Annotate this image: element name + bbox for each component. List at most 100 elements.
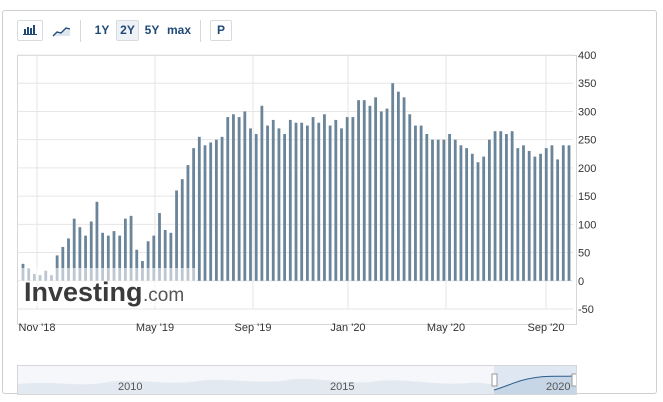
- y-tick-label: -50: [578, 304, 594, 316]
- bar: [448, 134, 451, 281]
- bar: [351, 117, 355, 281]
- y-tick-label: 350: [578, 78, 596, 90]
- x-tick-label: May '20: [427, 322, 465, 334]
- bar: [283, 134, 287, 281]
- y-tick-label: 400: [578, 50, 596, 62]
- area-chart-icon: [52, 27, 71, 37]
- range-5y-button[interactable]: 5Y: [144, 23, 160, 37]
- bar: [550, 145, 554, 281]
- range-max-button[interactable]: max: [166, 23, 192, 37]
- bar: [368, 105, 372, 281]
- bar: [334, 119, 338, 281]
- bar: [465, 148, 469, 281]
- bar: [396, 91, 400, 281]
- bar: [61, 246, 65, 281]
- bar-chart-button[interactable]: [17, 20, 43, 41]
- y-tick-label: 300: [578, 106, 596, 118]
- bar: [158, 213, 161, 281]
- bar: [78, 227, 82, 281]
- bar: [505, 134, 508, 281]
- bar: [391, 83, 395, 281]
- bar: [203, 145, 207, 281]
- bar: [408, 114, 412, 281]
- bar: [249, 128, 252, 281]
- bar: [323, 114, 326, 281]
- y-tick-label: 100: [578, 219, 596, 231]
- bar: [89, 221, 93, 281]
- bar: [317, 122, 321, 281]
- bar: [106, 235, 110, 281]
- bar: [385, 108, 389, 281]
- bar: [277, 128, 281, 281]
- bar: [232, 114, 235, 281]
- bar: [567, 145, 571, 281]
- bar: [180, 179, 184, 281]
- bar: [436, 139, 440, 281]
- bar: [260, 105, 264, 281]
- bar: [487, 139, 491, 281]
- bar: [300, 122, 304, 281]
- toolbar-divider: [80, 20, 81, 42]
- area-chart-button[interactable]: [49, 20, 75, 41]
- navigator-label: 2015: [330, 381, 354, 393]
- bar: [101, 232, 105, 281]
- bar: [561, 145, 565, 281]
- bar: [340, 128, 343, 281]
- bar: [288, 119, 292, 281]
- bar: [516, 148, 520, 281]
- bar: [237, 117, 241, 281]
- y-tick-label: 250: [578, 135, 596, 147]
- x-tick-label: May '19: [136, 322, 174, 334]
- y-tick-label: 0: [578, 276, 584, 288]
- bar: [476, 162, 480, 281]
- print-button[interactable]: P: [210, 20, 232, 41]
- y-tick-label: 200: [578, 163, 596, 175]
- bar: [402, 97, 406, 281]
- bar-chart-icon: [23, 25, 37, 35]
- bar: [362, 100, 366, 281]
- bar: [266, 125, 269, 281]
- bar: [197, 136, 201, 281]
- bar: [118, 235, 122, 281]
- bar: [220, 136, 224, 281]
- bar: [146, 241, 150, 281]
- x-tick-label: Sep '20: [528, 322, 565, 334]
- bar: [414, 125, 417, 281]
- bar: [510, 131, 514, 281]
- navigator-left-handle[interactable]: [491, 373, 498, 387]
- bar: [425, 134, 429, 281]
- bar: [544, 148, 548, 281]
- toolbar-divider: [200, 20, 201, 42]
- bar: [243, 111, 247, 281]
- range-navigator[interactable]: 2010 2015 2020: [17, 365, 578, 395]
- bar: [123, 218, 127, 281]
- bar: [470, 153, 474, 281]
- bar: [311, 117, 315, 281]
- bar: [527, 150, 531, 281]
- x-tick-label: Nov '18: [19, 322, 56, 334]
- bar: [129, 215, 133, 281]
- bar: [163, 229, 167, 281]
- bar: [84, 235, 87, 281]
- bar: [72, 218, 76, 281]
- bar: [95, 201, 99, 281]
- bar: [556, 159, 560, 281]
- y-tick-label: 50: [578, 248, 590, 260]
- investing-watermark: Investing .com: [20, 268, 196, 307]
- bar: [254, 134, 258, 281]
- bar: [522, 145, 525, 281]
- bar: [453, 139, 457, 281]
- range-2y-button[interactable]: 2Y: [116, 20, 139, 41]
- bar: [67, 238, 70, 281]
- bar: [294, 122, 298, 281]
- bar: [345, 117, 349, 281]
- bar: [499, 131, 503, 281]
- range-1y-button[interactable]: 1Y: [94, 23, 110, 37]
- bar: [135, 249, 139, 281]
- bar: [175, 190, 178, 281]
- x-tick-label: Jan '20: [330, 322, 365, 334]
- bar: [459, 145, 463, 281]
- bar: [431, 139, 434, 281]
- bar: [539, 153, 542, 281]
- bar: [214, 139, 218, 281]
